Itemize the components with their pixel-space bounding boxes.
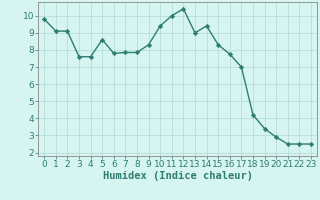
X-axis label: Humidex (Indice chaleur): Humidex (Indice chaleur) bbox=[103, 171, 252, 181]
